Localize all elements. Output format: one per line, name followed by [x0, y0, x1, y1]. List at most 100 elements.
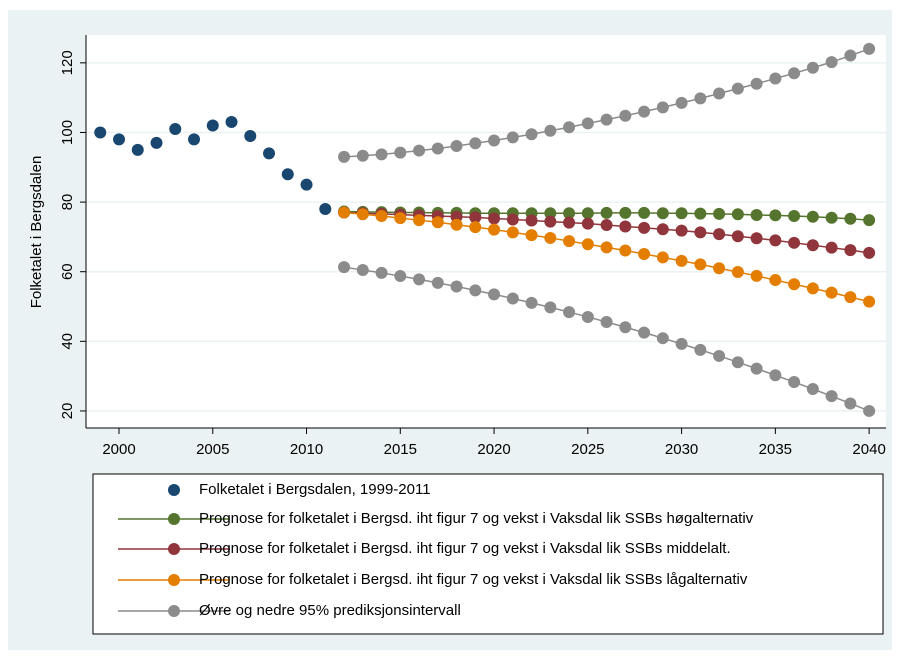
point [731, 208, 744, 221]
point [769, 209, 782, 222]
x-tick-label: 2030 [665, 441, 698, 458]
point [731, 266, 744, 279]
point [488, 134, 501, 147]
point [356, 263, 369, 276]
point [488, 288, 501, 301]
point [825, 241, 838, 254]
point [413, 273, 426, 286]
point [450, 140, 463, 153]
point [413, 144, 426, 157]
point [244, 129, 257, 142]
point [656, 223, 669, 236]
point [375, 266, 388, 279]
point [675, 337, 688, 350]
point [825, 390, 838, 403]
point [356, 208, 369, 221]
y-tick-label: 20 [59, 403, 76, 420]
point [769, 274, 782, 287]
point [638, 247, 651, 260]
point [131, 143, 144, 156]
point [750, 208, 763, 221]
point [694, 92, 707, 105]
point [488, 223, 501, 236]
point [619, 321, 632, 334]
point [638, 221, 651, 234]
x-tick-label: 2000 [102, 441, 135, 458]
point [544, 301, 557, 314]
point [525, 128, 538, 141]
point [450, 280, 463, 293]
point [600, 316, 613, 329]
y-tick-label: 60 [59, 263, 76, 280]
y-axis-label: Folketalet i Bergsdalen [28, 156, 45, 309]
point [525, 229, 538, 242]
point [656, 251, 669, 264]
point [338, 206, 351, 219]
point [788, 376, 801, 389]
point [563, 306, 576, 319]
point [713, 262, 726, 275]
point [675, 224, 688, 237]
point [300, 178, 313, 191]
point [581, 238, 594, 251]
point [788, 67, 801, 80]
point [431, 276, 444, 289]
point [769, 369, 782, 382]
legend-marker [168, 513, 180, 525]
point [694, 343, 707, 356]
point [638, 206, 651, 219]
point [750, 362, 763, 375]
point [544, 231, 557, 244]
point [863, 214, 876, 227]
point [488, 212, 501, 225]
point [825, 56, 838, 69]
x-tick-label: 2020 [477, 441, 510, 458]
point [544, 124, 557, 137]
point [563, 207, 576, 220]
point [413, 214, 426, 227]
point [806, 239, 819, 252]
point [506, 226, 519, 239]
legend-marker [168, 484, 180, 496]
marks [94, 42, 876, 417]
point [469, 211, 482, 224]
point [338, 261, 351, 274]
point [338, 150, 351, 163]
grid [86, 62, 886, 412]
point [600, 113, 613, 126]
point [750, 232, 763, 245]
x-tick-label: 2010 [290, 441, 323, 458]
x-tick-label: 2005 [196, 441, 229, 458]
point [731, 82, 744, 95]
point [581, 217, 594, 230]
point [506, 292, 519, 305]
point [844, 49, 857, 62]
y-tick-label: 40 [59, 333, 76, 350]
legend-label: Prognose for folketalet i Bergsd. iht fi… [199, 571, 748, 588]
point [375, 148, 388, 161]
point [356, 149, 369, 162]
point [581, 207, 594, 220]
point [394, 270, 407, 283]
point [769, 72, 782, 85]
point [319, 203, 332, 216]
point [863, 42, 876, 55]
point [394, 146, 407, 159]
point [113, 133, 126, 146]
point [769, 234, 782, 247]
point [638, 326, 651, 339]
point [750, 269, 763, 282]
point [806, 61, 819, 74]
point [375, 210, 388, 223]
point [806, 210, 819, 223]
legend-label: Folketalet i Bergsdalen, 1999-2011 [199, 481, 431, 498]
point [788, 236, 801, 249]
point [694, 207, 707, 220]
y-tick-label: 80 [59, 194, 76, 211]
point [656, 207, 669, 220]
point [825, 286, 838, 299]
point [844, 291, 857, 304]
point [731, 356, 744, 369]
